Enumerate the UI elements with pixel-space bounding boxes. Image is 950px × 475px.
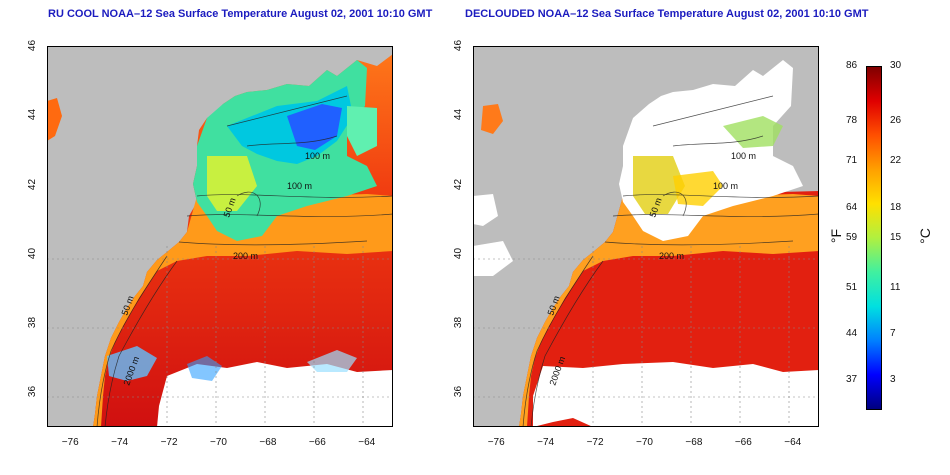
- longitude-tick: −66: [734, 437, 752, 448]
- longitude-tick: −66: [308, 437, 326, 448]
- colorbar: [866, 66, 882, 410]
- latitude-tick: 40: [453, 247, 465, 259]
- colorbar-fahrenheit-tick: 51: [846, 282, 858, 293]
- latitude-tick: 38: [453, 317, 465, 329]
- shelf-region: [93, 186, 393, 427]
- colorbar-celsius-tick: 7: [890, 328, 896, 339]
- contour-label: 100 m: [731, 151, 756, 161]
- longitude-tick: −76: [487, 437, 505, 448]
- longitude-tick: −74: [111, 437, 129, 448]
- contour-label: 200 m: [659, 251, 684, 261]
- celsius-unit-label: °C: [916, 228, 933, 244]
- colorbar-fahrenheit-tick: 86: [846, 60, 858, 71]
- colorbar-fahrenheit-tick: 37: [846, 374, 858, 385]
- left-panel-title: RU COOL NOAA–12 Sea Surface Temperature …: [48, 8, 433, 20]
- right-sst-map: 100 m 100 m 50 m 200 m 50 m 2000 m: [473, 46, 819, 427]
- bathymetry-contours: [522, 95, 819, 427]
- latitude-tick: 38: [27, 317, 39, 329]
- colorbar-celsius-tick: 30: [890, 60, 902, 71]
- right-panel-title: DECLOUDED NOAA–12 Sea Surface Temperatur…: [465, 8, 869, 20]
- latitude-tick: 44: [453, 109, 465, 121]
- right-map-image: 100 m 100 m 50 m 200 m 50 m 2000 m: [473, 46, 819, 427]
- latitude-tick: 36: [453, 386, 465, 398]
- map-gridlines: [473, 246, 819, 427]
- longitude-tick: −76: [61, 437, 79, 448]
- shelf-region: [519, 186, 819, 427]
- longitude-tick: −70: [210, 437, 227, 448]
- latitude-tick: 46: [453, 39, 465, 52]
- longitude-tick: −68: [259, 437, 277, 448]
- longitude-tick: −72: [586, 437, 604, 448]
- latitude-tick: 42: [27, 178, 39, 190]
- latitude-tick: 40: [27, 247, 39, 259]
- longitude-tick: −64: [784, 437, 802, 448]
- land-region: [47, 46, 393, 427]
- latitude-tick: 44: [27, 109, 39, 121]
- latitude-tick: 42: [453, 178, 465, 190]
- longitude-tick: −74: [537, 437, 555, 448]
- georges-bank-yellowgreen: [207, 156, 257, 211]
- latitude-tick: 46: [27, 39, 39, 52]
- colorbar-celsius-tick: 15: [890, 232, 902, 243]
- map-gridlines: [47, 246, 393, 427]
- contour-label: 100 m: [713, 181, 738, 191]
- left-sst-map: 100 m 100 m 50 m 200 m 50 m 2000 m: [47, 46, 393, 427]
- scotian-shelf-green: [347, 106, 377, 156]
- colorbar-celsius-tick: 11: [890, 282, 901, 293]
- contour-label: 200 m: [233, 251, 258, 261]
- colorbar-fahrenheit-tick: 44: [846, 328, 858, 339]
- colorbar-celsius-tick: 3: [890, 374, 896, 385]
- colorbar-celsius-tick: 22: [890, 155, 902, 166]
- colorbar-fahrenheit-tick: 71: [846, 155, 858, 166]
- fahrenheit-unit-label: °F: [828, 228, 845, 244]
- left-map-image: 100 m 100 m 50 m 200 m 50 m 2000 m: [47, 46, 393, 427]
- colorbar-fahrenheit-tick: 59: [846, 232, 858, 243]
- contour-label: 100 m: [287, 181, 312, 191]
- cloud-region: [157, 362, 393, 427]
- colorbar-fahrenheit-tick: 78: [846, 115, 858, 126]
- latitude-tick: 36: [27, 386, 39, 398]
- colorbar-gradient: [867, 67, 881, 409]
- colorbar-fahrenheit-tick: 64: [846, 202, 858, 213]
- longitude-tick: −68: [685, 437, 703, 448]
- colorbar-celsius-tick: 18: [890, 202, 902, 213]
- longitude-tick: −64: [358, 437, 376, 448]
- colorbar-celsius-tick: 26: [890, 115, 902, 126]
- bathymetry-contours: [96, 95, 393, 427]
- contour-label: 100 m: [305, 151, 330, 161]
- longitude-tick: −70: [636, 437, 653, 448]
- georges-bank-yellow: [633, 156, 685, 214]
- longitude-tick: −72: [160, 437, 178, 448]
- masked-cloud-region: [533, 362, 819, 427]
